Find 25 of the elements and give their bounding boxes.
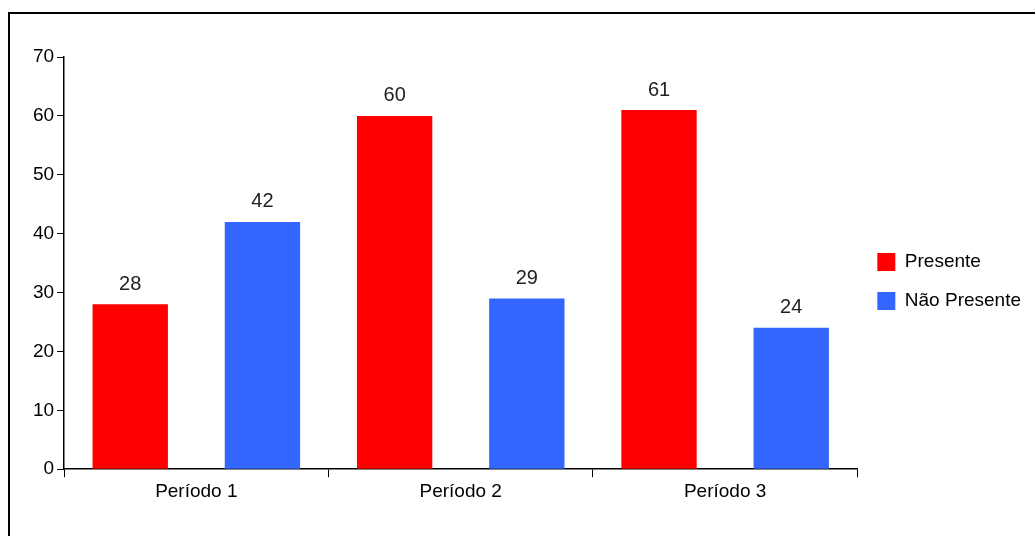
y-tick-label: 30 — [32, 280, 55, 302]
bar — [621, 110, 697, 469]
data-label: 29 — [515, 265, 538, 288]
data-label: 42 — [251, 189, 274, 212]
y-tick-label: 70 — [32, 45, 55, 67]
y-tick-label: 10 — [32, 398, 55, 420]
y-tick-label: 40 — [32, 221, 55, 243]
bar — [753, 327, 829, 469]
legend-label: Não Presente — [904, 289, 1022, 311]
x-tick-label: Período 1 — [155, 479, 238, 501]
legend-label: Presente — [904, 250, 981, 272]
data-label: 28 — [119, 271, 142, 294]
bar — [224, 221, 301, 469]
bar — [356, 115, 433, 469]
y-tick-label: 20 — [32, 339, 55, 361]
bar — [92, 304, 168, 469]
y-tick-label: 0 — [43, 457, 55, 479]
y-tick-label: 60 — [32, 104, 55, 126]
x-tick-label: Período 3 — [683, 479, 767, 501]
y-tick-label: 50 — [32, 163, 55, 185]
data-label: 61 — [647, 77, 671, 100]
x-tick-label: Período 2 — [419, 479, 502, 501]
data-label: 60 — [383, 83, 406, 106]
data-label: 24 — [780, 295, 803, 318]
bar — [489, 298, 565, 469]
